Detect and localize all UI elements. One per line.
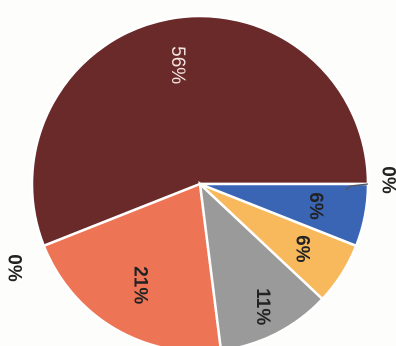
pie-slice [198, 180, 325, 346]
data-label: 6% [292, 235, 313, 263]
data-label: 6% [305, 192, 326, 220]
data-label: 21% [130, 266, 151, 304]
data-label: 56% [167, 46, 188, 84]
labels-layer: 56% 0% 21% 11% 6% 6% 0% [4, 46, 396, 325]
slices-layer [30, 14, 370, 346]
leader-line [345, 183, 369, 191]
pie-slice [30, 14, 370, 248]
data-label: 0% [378, 166, 396, 194]
data-label: 0% [4, 254, 25, 282]
pie-slice [42, 182, 222, 346]
data-label: 11% [252, 288, 273, 325]
